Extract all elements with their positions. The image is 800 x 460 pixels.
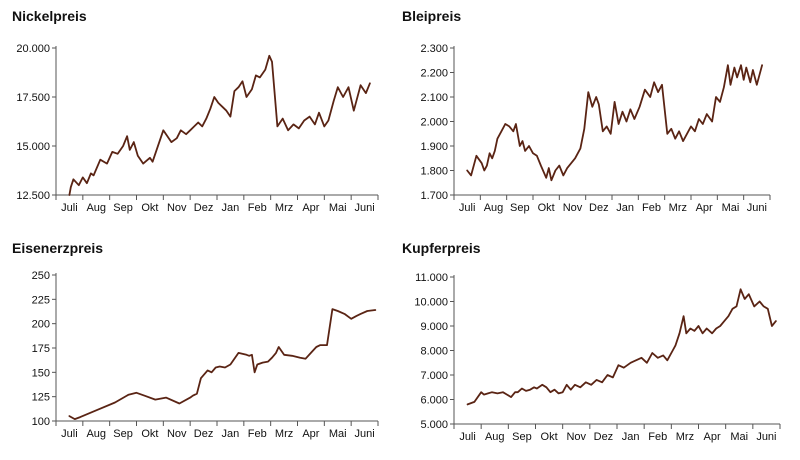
x-tick-label: Juni — [354, 202, 374, 214]
copper-chart-plot: 5.000 6.000 7.000 8.000 9.000 10.000 11.000 Jul… — [414, 272, 781, 443]
y-tick-label: 10.000 — [414, 297, 448, 309]
y-tick-label: 8.000 — [420, 346, 448, 358]
x-tick-label: Sep — [510, 202, 530, 214]
x-tick-label: Juni — [756, 431, 776, 443]
x-tick-label: Okt — [141, 202, 158, 214]
y-tick-label: 6.000 — [420, 395, 448, 407]
price-line-series — [68, 54, 371, 196]
y-tick-label: 150 — [32, 367, 50, 379]
price-line-series — [466, 288, 777, 406]
x-tick-label: Mrz — [275, 202, 293, 214]
x-tick-label: Dez — [194, 202, 214, 214]
x-tick-label: Juli — [61, 428, 78, 440]
x-tick-label: Jan — [222, 428, 240, 440]
x-tick-label: Feb — [648, 431, 667, 443]
iron-ore-chart-plot: 100 125 150 175 200 225 250 Juli Aug Sep Okt Nov Dez… — [32, 270, 379, 440]
x-tick-label: Apr — [704, 431, 721, 443]
x-tick-label: Juli — [459, 431, 476, 443]
nickel-chart-panel: Nickelpreis 12.500 15.000 17.500 20.000 Juli… — [12, 8, 390, 228]
x-tick-label: Aug — [484, 202, 504, 214]
price-line-series — [68, 308, 377, 421]
y-tick-label: 20.000 — [16, 43, 50, 55]
y-tick-label: 5.000 — [420, 419, 448, 431]
y-tick-label: 15.000 — [16, 141, 50, 153]
y-tick-label: 12.500 — [16, 190, 50, 202]
chart-title: Bleipreis — [402, 8, 462, 24]
y-tick-label: 2.100 — [420, 92, 448, 104]
x-tick-label: Aug — [485, 431, 505, 443]
x-tick-label: Apr — [302, 428, 319, 440]
x-tick-label: Juli — [61, 202, 78, 214]
y-tick-label: 2.300 — [420, 43, 448, 55]
chart-title: Nickelpreis — [12, 8, 87, 24]
x-tick-label: Mrz — [669, 202, 687, 214]
x-tick-label: Mrz — [676, 431, 694, 443]
x-tick-label: Jan — [622, 431, 640, 443]
x-tick-label: Nov — [167, 428, 187, 440]
x-tick-label: Aug — [86, 428, 106, 440]
lead-chart-plot: 1.700 1.800 1.900 2.000 2.100 2.200 2.300 Juli A… — [420, 43, 771, 214]
x-tick-label: Okt — [141, 428, 158, 440]
y-tick-label: 100 — [32, 416, 50, 428]
y-tick-label: 2.200 — [420, 68, 448, 80]
y-tick-label: 17.500 — [16, 92, 50, 104]
y-tick-label: 225 — [32, 294, 50, 306]
copper-chart-panel: Kupferpreis 5.000 6.000 7.000 8.000 9.000 10.… — [402, 240, 781, 460]
x-tick-label: Mrz — [275, 428, 293, 440]
x-tick-label: Mai — [722, 202, 740, 214]
y-tick-label: 125 — [32, 392, 50, 404]
price-line-series — [466, 64, 764, 182]
x-tick-label: Jan — [616, 202, 634, 214]
x-tick-label: Nov — [167, 202, 187, 214]
x-tick-label: Sep — [512, 431, 532, 443]
chart-title: Eisenerzpreis — [12, 240, 104, 256]
x-tick-label: Mai — [329, 202, 347, 214]
y-tick-label: 200 — [32, 319, 50, 331]
x-tick-label: Dez — [194, 428, 214, 440]
x-tick-label: Juni — [747, 202, 767, 214]
x-tick-label: Dez — [594, 431, 614, 443]
x-tick-label: Mai — [730, 431, 748, 443]
x-tick-label: Okt — [541, 431, 558, 443]
x-tick-label: Juni — [354, 428, 374, 440]
nickel-chart-plot: 12.500 15.000 17.500 20.000 Juli Aug Sep Okt Nov… — [16, 43, 379, 214]
y-tick-label: 175 — [32, 343, 50, 355]
chart-title: Kupferpreis — [402, 240, 481, 256]
x-tick-label: Jan — [222, 202, 240, 214]
lead-chart-panel: Bleipreis 1.700 1.800 1.900 2.000 2.100 2.200… — [402, 8, 780, 228]
x-tick-label: Sep — [113, 202, 133, 214]
y-tick-label: 1.700 — [420, 190, 448, 202]
x-tick-label: Nov — [563, 202, 583, 214]
x-tick-label: Aug — [86, 202, 106, 214]
x-tick-label: Juli — [459, 202, 476, 214]
y-tick-label: 9.000 — [420, 321, 448, 333]
x-tick-label: Apr — [696, 202, 713, 214]
y-tick-label: 7.000 — [420, 370, 448, 382]
x-tick-label: Okt — [538, 202, 555, 214]
y-tick-label: 2.000 — [420, 117, 448, 129]
y-tick-label: 1.900 — [420, 141, 448, 153]
x-tick-label: Dez — [589, 202, 609, 214]
x-tick-label: Nov — [566, 431, 586, 443]
x-tick-label: Feb — [248, 428, 267, 440]
x-tick-label: Apr — [302, 202, 319, 214]
x-tick-label: Feb — [248, 202, 267, 214]
y-tick-label: 250 — [32, 270, 50, 282]
x-tick-label: Feb — [642, 202, 661, 214]
y-tick-label: 11.000 — [415, 272, 448, 284]
y-tick-label: 1.800 — [420, 166, 448, 178]
iron-ore-chart-panel: Eisenerzpreis 100 125 150 175 200 225 250 Juli A… — [12, 240, 390, 460]
x-tick-label: Mai — [329, 428, 347, 440]
x-tick-label: Sep — [113, 428, 133, 440]
